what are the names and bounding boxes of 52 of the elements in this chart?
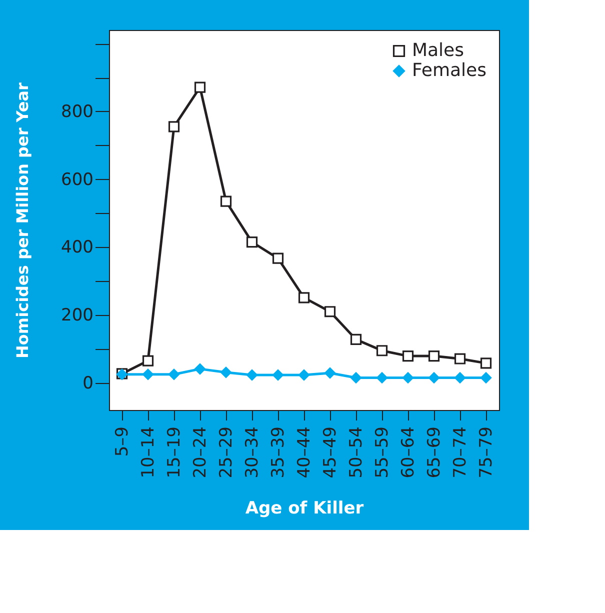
y-axis-title: Homicides per Million per Year [13,82,32,358]
point [350,334,362,345]
point [454,372,466,384]
y-tick-label: 600 [61,170,94,190]
point [324,367,336,379]
legend-label: Females [412,60,486,81]
point [428,350,440,362]
point [428,372,440,384]
x-tick-label: 75–79 [476,426,496,478]
point [298,292,310,304]
point [142,355,154,366]
point [376,372,388,384]
x-tick-label: 60–64 [398,426,418,478]
point [272,370,284,381]
y-tick-label: 400 [61,238,94,258]
point [402,372,414,384]
point [194,363,206,374]
x-tick-label: 45–49 [320,426,340,478]
x-tick-label: 35–39 [268,426,288,478]
point [402,350,414,362]
x-tick-label: 25–29 [216,426,236,478]
x-tick-label: 70–74 [450,426,470,478]
y-tick-label: 200 [61,306,94,326]
x-tick-label: 50–54 [346,426,366,478]
point [168,368,180,380]
y-tick-label: 800 [61,102,94,122]
point [376,345,388,356]
point [350,372,362,384]
point [246,236,258,248]
point [220,196,232,207]
x-tick-label: 20–24 [190,426,210,478]
x-tick-label: 40–44 [294,426,314,478]
point [480,358,492,369]
x-tick-label: 55–59 [372,426,392,478]
point [168,121,180,132]
point [142,368,154,380]
legend-label: Males [412,40,464,61]
point [454,353,466,364]
point [480,372,492,384]
point [220,366,232,378]
point [324,306,336,318]
x-tick-label: 30–34 [242,426,262,478]
x-axis-title: Age of Killer [245,498,364,518]
x-tick-label: 10–14 [138,426,158,478]
x-tick-label: 5–9 [112,426,132,457]
point [246,370,258,381]
point [194,82,206,93]
point [272,252,284,264]
x-tick-label: 15–19 [164,426,184,478]
x-tick-label: 65–69 [424,426,444,478]
point [298,370,310,381]
y-tick-label: 0 [82,373,94,394]
